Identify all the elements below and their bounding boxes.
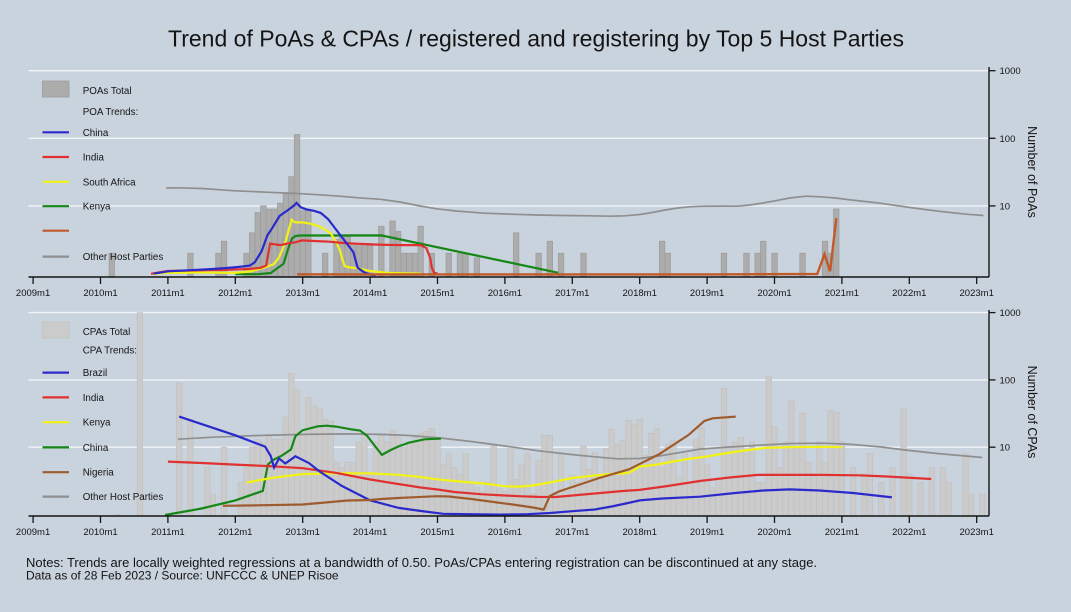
svg-text:2014m1: 2014m1 (353, 288, 387, 299)
svg-text:2021m1: 2021m1 (825, 288, 859, 299)
svg-text:South Africa: South Africa (83, 177, 136, 188)
svg-text:100: 100 (1000, 375, 1016, 386)
svg-text:Kenya: Kenya (83, 418, 111, 429)
svg-text:Number of PoAs: Number of PoAs (1025, 126, 1039, 218)
svg-text:Other Host Parties: Other Host Parties (83, 252, 164, 263)
svg-text:2011m1: 2011m1 (151, 527, 185, 538)
svg-text:2014m1: 2014m1 (353, 527, 387, 538)
svg-text:Number of CPAs: Number of CPAs (1025, 366, 1039, 459)
svg-text:2012m1: 2012m1 (218, 527, 252, 538)
svg-text:2013m1: 2013m1 (286, 288, 320, 299)
svg-text:Notes: Trends are locally weig: Notes: Trends are locally weighted regre… (26, 555, 817, 570)
svg-text:2017m1: 2017m1 (555, 527, 589, 538)
svg-text:2010m1: 2010m1 (83, 288, 117, 299)
svg-text:2015m1: 2015m1 (420, 288, 454, 299)
svg-text:2018m1: 2018m1 (623, 527, 657, 538)
svg-text:2019m1: 2019m1 (690, 288, 724, 299)
svg-text:2022m1: 2022m1 (892, 527, 926, 538)
svg-text:2017m1: 2017m1 (555, 288, 589, 299)
svg-text:POA Trends:: POA Trends: (83, 107, 139, 118)
svg-text:Kenya: Kenya (83, 202, 111, 213)
svg-text:10: 10 (1000, 201, 1011, 212)
svg-text:Data as of 28 Feb 2023 / Sourc: Data as of 28 Feb 2023 / Source: UNFCCC … (26, 569, 339, 583)
svg-text:India: India (83, 153, 105, 164)
svg-text:2023m1: 2023m1 (960, 288, 994, 299)
svg-text:2010m1: 2010m1 (83, 527, 117, 538)
svg-text:2013m1: 2013m1 (286, 527, 320, 538)
svg-text:2015m1: 2015m1 (420, 527, 454, 538)
svg-text:2009m1: 2009m1 (16, 288, 50, 299)
svg-text:2020m1: 2020m1 (757, 527, 791, 538)
svg-text:CPAs Total: CPAs Total (83, 327, 131, 338)
svg-text:10: 10 (1000, 443, 1011, 454)
svg-text:China: China (83, 128, 109, 139)
svg-text:2020m1: 2020m1 (757, 288, 791, 299)
svg-text:1000: 1000 (1000, 308, 1021, 319)
svg-text:2023m1: 2023m1 (960, 527, 994, 538)
svg-text:2011m1: 2011m1 (151, 288, 185, 299)
svg-text:2021m1: 2021m1 (825, 527, 859, 538)
svg-text:Trend of PoAs & CPAs / registe: Trend of PoAs & CPAs / registered and re… (168, 25, 904, 51)
svg-text:Nigeria: Nigeria (83, 468, 115, 479)
svg-text:POAs Total: POAs Total (83, 86, 132, 97)
svg-text:2016m1: 2016m1 (488, 527, 522, 538)
svg-text:2019m1: 2019m1 (690, 527, 724, 538)
svg-text:Other Host Parties: Other Host Parties (83, 492, 164, 503)
svg-text:100: 100 (1000, 134, 1016, 145)
svg-text:India: India (83, 393, 105, 404)
svg-text:CPA Trends:: CPA Trends: (83, 346, 137, 357)
svg-text:2018m1: 2018m1 (623, 288, 657, 299)
svg-text:Brazil: Brazil (83, 368, 108, 379)
svg-text:China: China (83, 443, 109, 454)
svg-text:2012m1: 2012m1 (218, 288, 252, 299)
svg-text:2016m1: 2016m1 (488, 288, 522, 299)
svg-text:2009m1: 2009m1 (16, 527, 50, 538)
svg-text:1000: 1000 (1000, 66, 1021, 77)
svg-text:2022m1: 2022m1 (892, 288, 926, 299)
